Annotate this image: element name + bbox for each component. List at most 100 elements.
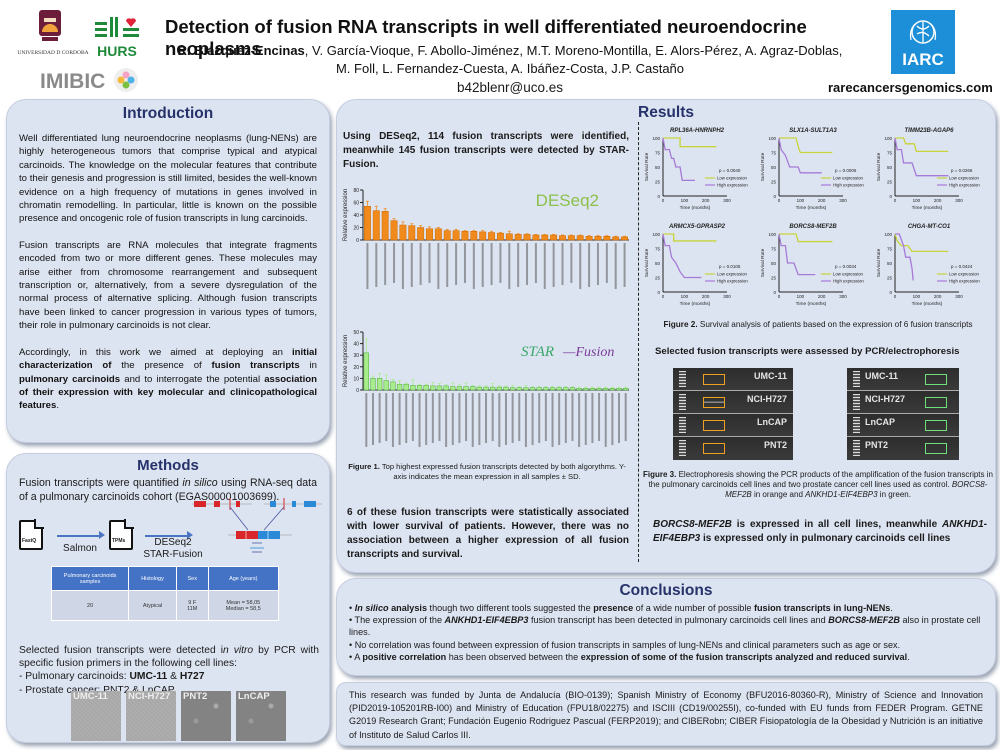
svg-text:300: 300 xyxy=(955,198,963,203)
svg-text:STAR: STAR xyxy=(521,344,554,360)
table-header: Sex xyxy=(175,566,209,591)
svg-text:Relative expression: Relative expression xyxy=(343,335,349,387)
figure-3-caption: Figure 3. Electrophoresis showing the PC… xyxy=(643,470,993,499)
svg-text:200: 200 xyxy=(934,198,942,203)
survival-plot-title: TIMM23B-AGAP6 xyxy=(904,128,954,134)
star-fusion-bar-chart: 0 10 20 30 40 50 Relative expression STAR —Fusio… xyxy=(343,330,629,447)
svg-text:0: 0 xyxy=(778,198,781,203)
svg-text:75: 75 xyxy=(771,247,777,252)
svg-text:100: 100 xyxy=(797,294,805,299)
figure-1-caption: Figure 1. Top highest expressed fusion t… xyxy=(348,462,626,481)
svg-text:75: 75 xyxy=(655,247,661,252)
svg-text:0: 0 xyxy=(657,290,660,295)
svg-text:Low expression: Low expression xyxy=(949,176,979,181)
conclusion-item: The expression of the ANKHD1-EIF4EBP3 fu… xyxy=(349,614,983,638)
svg-text:200: 200 xyxy=(818,294,826,299)
svg-text:0: 0 xyxy=(662,294,665,299)
svg-text:200: 200 xyxy=(702,198,710,203)
svg-text:0: 0 xyxy=(356,238,359,244)
gel-ankhd1-eif4ebp3: UMC-11 NCI-H727 LnCAP PNT2 xyxy=(847,368,959,460)
authors-line-2: M. Foll, L. Fernandez-Cuesta, A. Ibáñez-… xyxy=(335,61,685,76)
pcr-heading: Selected fusion transcripts were assesse… xyxy=(655,346,960,357)
svg-text:Time (months): Time (months) xyxy=(912,205,943,211)
contact-email[interactable]: b42blenr@uco.es xyxy=(456,80,564,95)
svg-text:High expression: High expression xyxy=(833,183,864,188)
salmon-label: Salmon xyxy=(63,543,97,554)
poster-title: Detection of fusion RNA transcripts in w… xyxy=(165,16,807,59)
tpms-file-icon: TPMs xyxy=(109,519,134,550)
deseq2-bar-chart: 0 20 40 60 80 Relative expression DESeq2 xyxy=(343,188,629,289)
conclusions-panel: Conclusions In silico analysis though tw… xyxy=(336,578,996,676)
gel-lane: NCI-H727 xyxy=(673,391,793,414)
svg-text:Survival Rate: Survival Rate xyxy=(876,152,882,181)
conclusion-item: In silico analysis though two different … xyxy=(349,602,983,614)
svg-text:25: 25 xyxy=(887,180,893,185)
fastq-file-icon: FastQ xyxy=(19,519,44,550)
svg-text:High expression: High expression xyxy=(949,279,980,284)
svg-text:0: 0 xyxy=(889,194,892,199)
svg-text:0: 0 xyxy=(773,290,776,295)
svg-text:50: 50 xyxy=(771,261,777,266)
gel-lane: LnCAP xyxy=(673,414,793,437)
svg-text:Survival Rate: Survival Rate xyxy=(644,152,650,181)
svg-text:50: 50 xyxy=(655,261,661,266)
svg-text:Time (months): Time (months) xyxy=(796,301,827,307)
svg-text:0: 0 xyxy=(356,388,359,394)
svg-text:0: 0 xyxy=(778,294,781,299)
svg-text:100: 100 xyxy=(652,136,660,141)
svg-text:p = 0.0034: p = 0.0034 xyxy=(835,264,857,269)
svg-text:Low expression: Low expression xyxy=(949,272,979,277)
svg-text:0: 0 xyxy=(894,294,897,299)
svg-text:100: 100 xyxy=(768,136,776,141)
cell-image-umc11: UMC-11 xyxy=(71,691,121,741)
svg-text:200: 200 xyxy=(934,294,942,299)
svg-text:Time (months): Time (months) xyxy=(680,301,711,307)
svg-text:Low expression: Low expression xyxy=(833,176,863,181)
cell-image-pnt2: PNT2 xyxy=(181,691,231,741)
lead-author: R. Blázquez-Encinas xyxy=(177,43,305,58)
svg-text:100: 100 xyxy=(884,232,892,237)
svg-text:p = 0.0266: p = 0.0266 xyxy=(951,168,973,173)
table-header: Pulmonary carcinoids samples xyxy=(50,566,130,591)
svg-text:75: 75 xyxy=(655,151,661,156)
website-link[interactable]: rarecancersgenomics.com xyxy=(828,80,993,95)
arrow-icon xyxy=(145,532,193,538)
svg-text:IARC: IARC xyxy=(902,50,944,69)
introduction-heading: Introduction xyxy=(122,105,214,122)
svg-text:p = 0.0105: p = 0.0105 xyxy=(719,264,741,269)
svg-text:p = 0.0006: p = 0.0006 xyxy=(835,168,857,173)
author-list: R. Blázquez-Encinas, V. García-Vioque, F… xyxy=(177,43,843,76)
figure-2-caption: Figure 2. Survival analysis of patients … xyxy=(663,320,973,329)
svg-text:High expression: High expression xyxy=(833,279,864,284)
intro-paragraph-2: Fusion transcripts are RNA molecules tha… xyxy=(19,239,317,332)
svg-text:100: 100 xyxy=(681,294,689,299)
cell-line-images: UMC-11 NCI-H727 PNT2 LnCAP xyxy=(71,691,286,741)
intro-paragraph-3: Accordingly, in this work we aimed at de… xyxy=(19,346,318,412)
svg-text:50: 50 xyxy=(655,165,661,170)
svg-text:20: 20 xyxy=(353,226,359,232)
svg-text:100: 100 xyxy=(652,232,660,237)
tools-label: DESeq2 STAR-Fusion xyxy=(143,537,203,560)
svg-text:p = 0.0424: p = 0.0424 xyxy=(951,264,973,269)
svg-text:p = 0.0040: p = 0.0040 xyxy=(719,168,741,173)
gene-fusion-diagram-icon xyxy=(192,498,322,553)
funding-panel: This research was funded by Junta de And… xyxy=(336,682,996,746)
svg-text:IMIBIC: IMIBIC xyxy=(40,70,105,93)
svg-text:Survival Rate: Survival Rate xyxy=(644,248,650,277)
svg-text:25: 25 xyxy=(655,180,661,185)
survival-summary-text: 6 of these fusion transcripts were stati… xyxy=(347,507,629,560)
svg-text:50: 50 xyxy=(887,165,893,170)
svg-text:40: 40 xyxy=(353,213,359,219)
svg-text:DESeq2: DESeq2 xyxy=(536,191,599,210)
svg-text:300: 300 xyxy=(839,294,847,299)
results-heading: Results xyxy=(638,104,694,121)
conclusions-heading: Conclusions xyxy=(619,582,713,599)
imibic-logo: IMIBIC xyxy=(40,66,140,94)
cell-lines-text: Selected fusion transcripts were detecte… xyxy=(19,645,319,696)
survival-plot-title: SLX1A-SULT1A3 xyxy=(789,128,837,134)
svg-text:Survival Rate: Survival Rate xyxy=(876,248,882,277)
svg-text:Survival Rate: Survival Rate xyxy=(760,152,766,181)
table-header: Age (years) xyxy=(207,566,280,591)
svg-text:100: 100 xyxy=(797,198,805,203)
table-header: Histology xyxy=(128,566,177,591)
